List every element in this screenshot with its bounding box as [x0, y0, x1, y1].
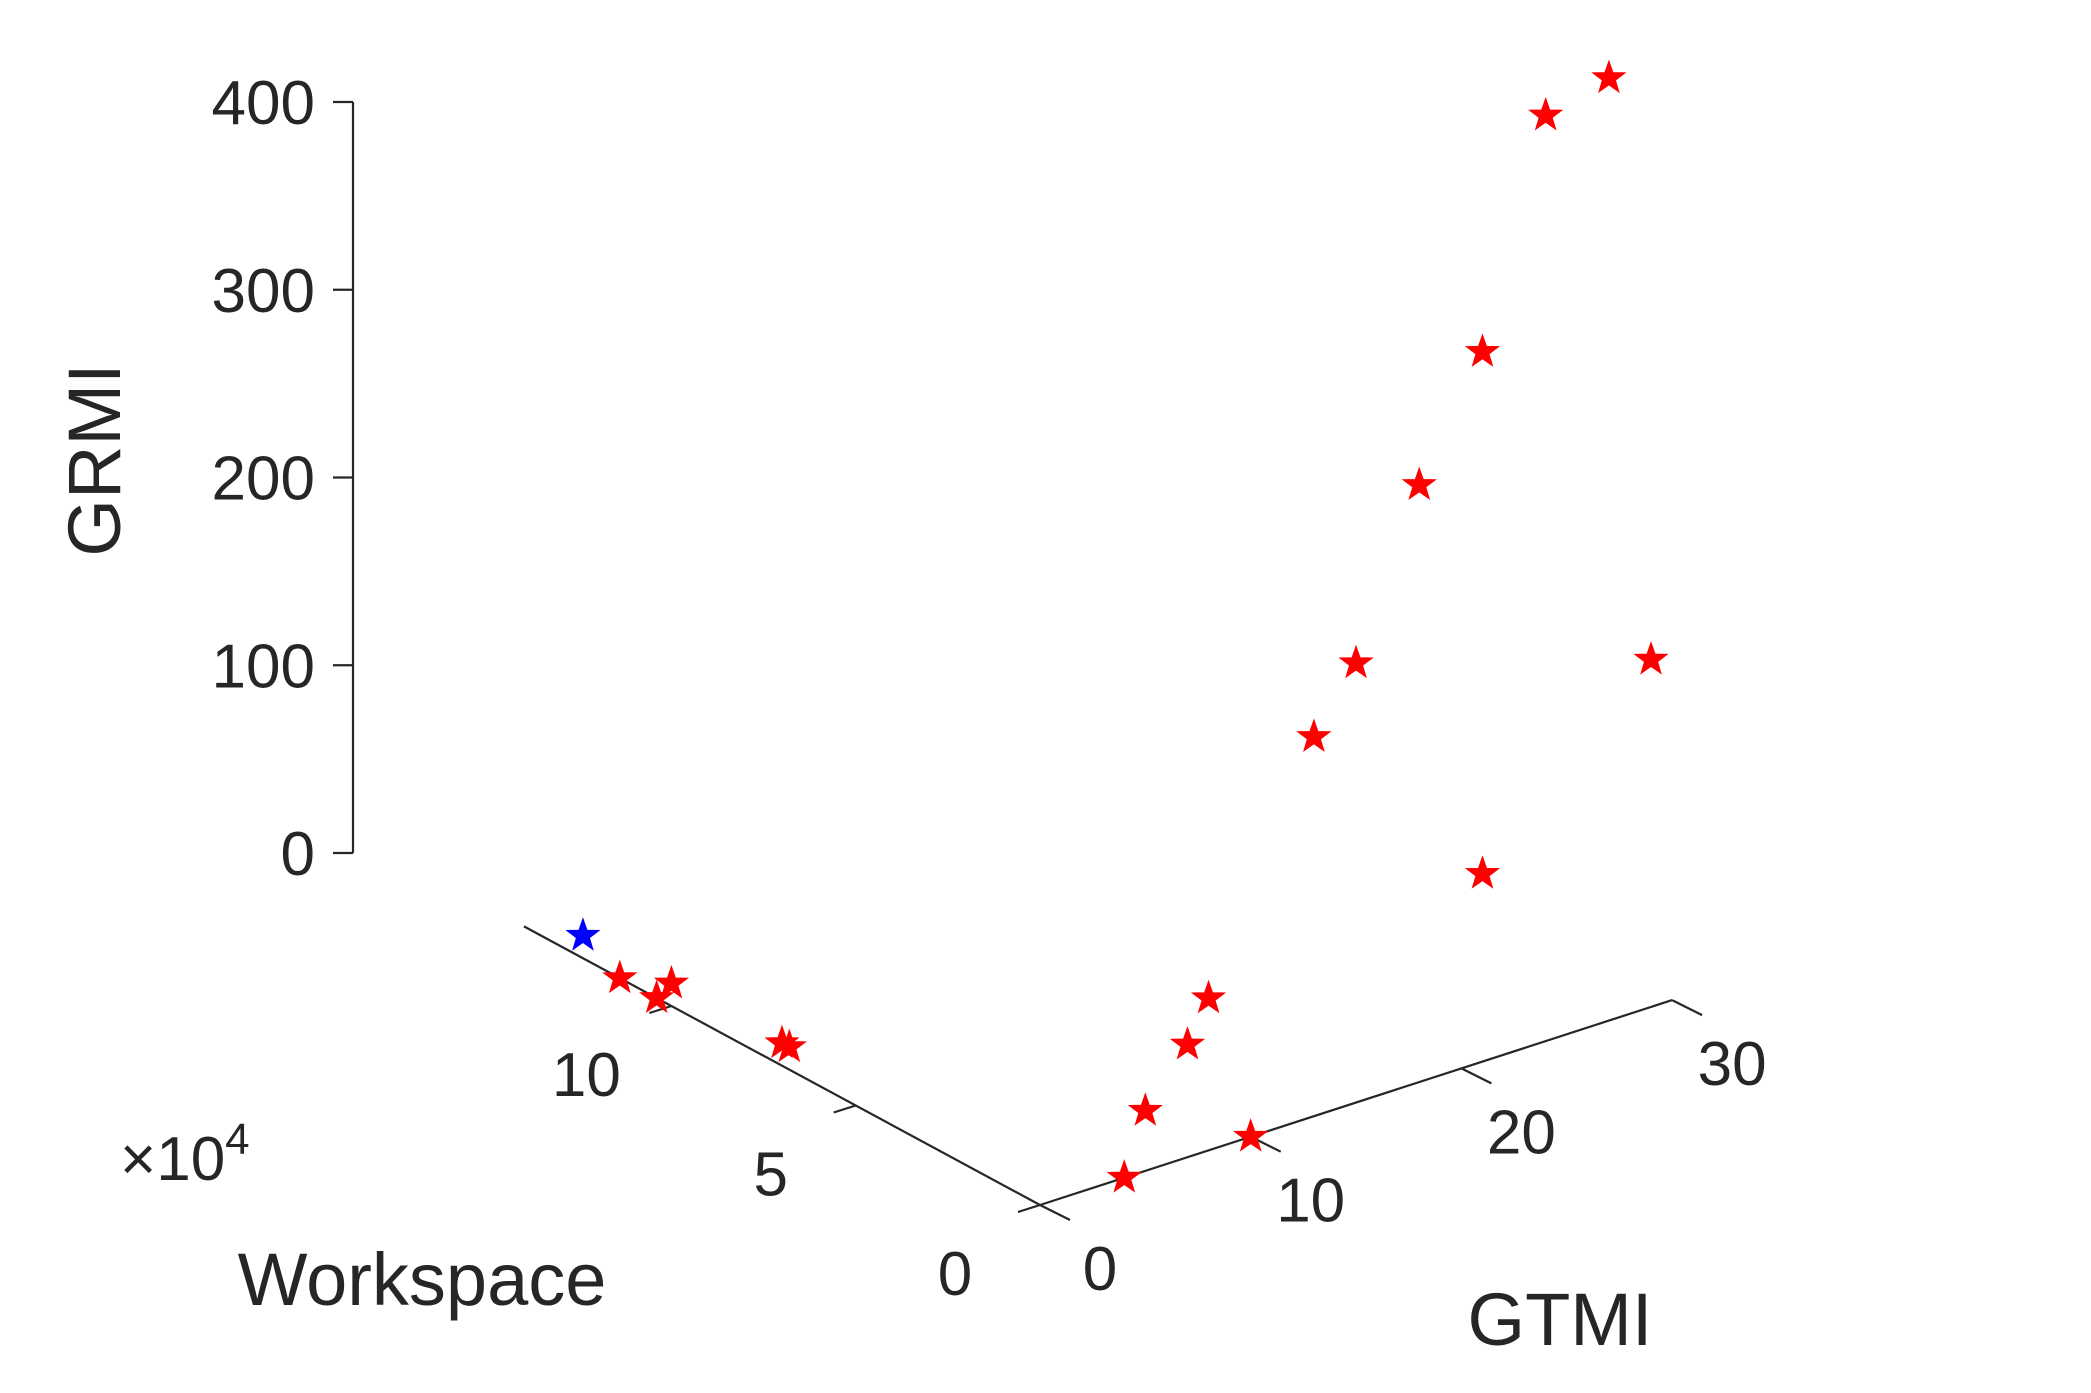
y-axis-label: Workspace — [238, 1238, 607, 1321]
x-tick-label: 30 — [1698, 1030, 1767, 1099]
y-axis-exponent-prefix: ×10 — [120, 1125, 225, 1194]
data-point-star — [1338, 644, 1374, 679]
z-axis-label: GRMI — [53, 363, 136, 556]
axes-layer — [351, 102, 1673, 1207]
x-tick-mark — [1671, 999, 1703, 1017]
data-point-star — [1528, 96, 1564, 131]
x-tick-mark — [1460, 1067, 1492, 1085]
data-point-star — [1106, 1159, 1142, 1193]
data-point-star — [1464, 333, 1501, 367]
labels-layer: GTMI Workspace GRMI ×104 — [53, 363, 1652, 1361]
x-axis-label: GTMI — [1468, 1278, 1653, 1361]
data-point-star — [1401, 466, 1437, 501]
x-tick-label: 20 — [1487, 1098, 1556, 1167]
y-axis-exponent-power: 4 — [225, 1115, 249, 1164]
z-tick-label: 200 — [212, 445, 315, 514]
data-point-star — [1169, 1026, 1206, 1060]
z-tick-label: 0 — [281, 820, 315, 889]
data-point-star — [653, 964, 690, 999]
x-axis-line — [1039, 999, 1673, 1207]
data-point-star — [1464, 855, 1501, 889]
data-point-star — [771, 1028, 807, 1063]
z-tick-label: 300 — [212, 257, 315, 326]
y-axis-exponent: ×104 — [120, 1115, 250, 1194]
data-point-star — [1591, 59, 1627, 94]
points-layer — [565, 59, 1669, 1193]
y-tick-mark — [833, 1104, 857, 1114]
data-point-star — [602, 959, 638, 994]
x-tick-label: 10 — [1276, 1167, 1345, 1236]
z-tick-label: 400 — [212, 69, 315, 138]
data-point-star — [1127, 1092, 1163, 1126]
z-tick-label: 100 — [212, 632, 315, 701]
y-tick-label: 5 — [753, 1141, 787, 1210]
data-point-star — [1633, 641, 1669, 675]
y-tick-label: 0 — [938, 1240, 972, 1309]
data-point-star — [565, 917, 601, 951]
data-point-star — [1296, 718, 1332, 752]
y-tick-label: 10 — [552, 1041, 621, 1110]
y-tick-mark — [1017, 1203, 1041, 1214]
data-point-star — [1190, 979, 1227, 1014]
x-tick-mark — [1039, 1204, 1071, 1221]
y-tick-mark — [649, 1004, 672, 1015]
x-tick-label: 0 — [1083, 1235, 1117, 1304]
data-point-star — [1233, 1118, 1269, 1152]
